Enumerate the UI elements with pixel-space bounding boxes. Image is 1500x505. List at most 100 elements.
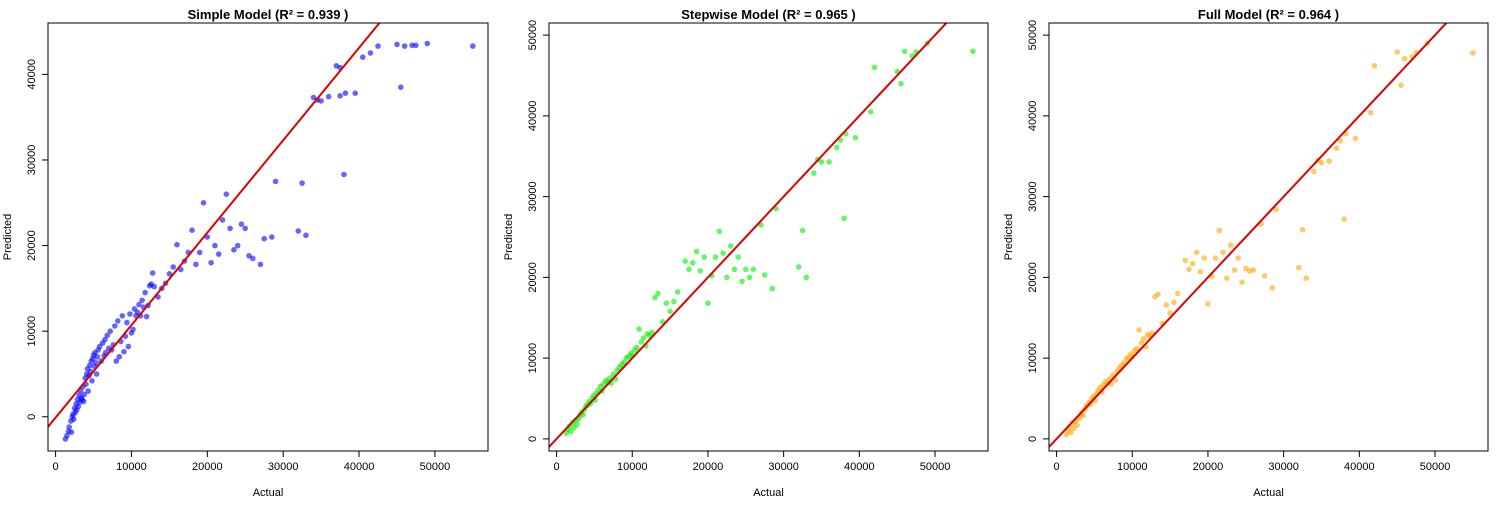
x-tick-label: 20000 bbox=[192, 461, 223, 473]
data-point bbox=[115, 318, 121, 324]
data-point bbox=[852, 134, 859, 141]
data-point bbox=[833, 144, 840, 151]
data-point bbox=[215, 251, 222, 257]
data-point bbox=[818, 159, 825, 165]
x-axis-label: Actual bbox=[753, 487, 784, 499]
data-point bbox=[337, 93, 343, 99]
data-point bbox=[640, 335, 647, 341]
data-point bbox=[731, 266, 738, 273]
data-point bbox=[413, 42, 419, 49]
data-point bbox=[1190, 260, 1196, 267]
data-point bbox=[1352, 135, 1359, 142]
x-tick-label: 30000 bbox=[1268, 461, 1299, 473]
data-point bbox=[1239, 279, 1245, 286]
data-point bbox=[318, 98, 324, 104]
data-point bbox=[367, 50, 374, 56]
data-point bbox=[1273, 206, 1279, 213]
x-tick-label: 20000 bbox=[1193, 461, 1224, 473]
data-point bbox=[166, 271, 173, 277]
data-point bbox=[761, 272, 768, 278]
y-axis-label: Predicted bbox=[1003, 214, 1015, 260]
data-point bbox=[735, 254, 741, 260]
data-point bbox=[219, 217, 226, 223]
data-point bbox=[1303, 275, 1310, 282]
data-point bbox=[170, 264, 176, 270]
data-point bbox=[242, 225, 248, 232]
data-point bbox=[107, 328, 113, 335]
data-point bbox=[1337, 138, 1344, 144]
data-point bbox=[125, 343, 132, 350]
data-point bbox=[649, 329, 655, 336]
data-point bbox=[102, 336, 108, 343]
data-point bbox=[674, 289, 681, 295]
data-point bbox=[136, 301, 142, 308]
y-tick-label: 10000 bbox=[26, 316, 38, 347]
x-tick-label: 30000 bbox=[768, 461, 799, 473]
data-point bbox=[1205, 301, 1211, 307]
data-point bbox=[682, 258, 688, 265]
data-point bbox=[1261, 273, 1268, 279]
data-point bbox=[750, 266, 757, 273]
data-point bbox=[1171, 299, 1177, 306]
data-point bbox=[712, 254, 719, 260]
data-point bbox=[655, 290, 661, 297]
x-tick-label: 0 bbox=[554, 461, 560, 473]
data-point bbox=[299, 180, 305, 186]
data-point bbox=[1155, 291, 1161, 298]
x-tick-label: 40000 bbox=[1344, 461, 1375, 473]
data-point bbox=[636, 326, 642, 332]
data-point bbox=[1367, 109, 1374, 116]
data-point bbox=[568, 428, 574, 435]
reference-line bbox=[549, 23, 948, 448]
plot-frame bbox=[548, 22, 989, 452]
data-point bbox=[1080, 412, 1086, 419]
data-point bbox=[746, 274, 753, 281]
x-tick-label: 20000 bbox=[693, 461, 724, 473]
x-tick-label: 10000 bbox=[1117, 461, 1148, 473]
data-point bbox=[652, 294, 658, 301]
data-point bbox=[257, 261, 264, 268]
data-point bbox=[697, 268, 704, 274]
x-tick-label: 10000 bbox=[116, 461, 147, 473]
data-point bbox=[796, 264, 802, 270]
data-point bbox=[1193, 249, 1200, 256]
data-point bbox=[1163, 302, 1170, 308]
y-axis-label: Predicted bbox=[2, 214, 14, 260]
data-point bbox=[716, 228, 723, 235]
data-point bbox=[1231, 267, 1238, 273]
scatter-points bbox=[563, 40, 976, 437]
reference-line bbox=[48, 23, 381, 428]
chart-title: Simple Model (R² = 0.939 ) bbox=[188, 7, 349, 22]
data-point bbox=[727, 243, 734, 249]
chart-panel-1: Simple Model (R² = 0.939 ) 0 10000 20000 300… bbox=[2, 7, 489, 499]
x-tick-label: 40000 bbox=[344, 461, 375, 473]
data-point bbox=[375, 43, 381, 49]
data-point bbox=[119, 313, 126, 319]
data-point bbox=[401, 43, 408, 49]
data-point bbox=[238, 221, 245, 227]
x-tick-label: 40000 bbox=[844, 461, 875, 473]
data-point bbox=[398, 84, 404, 90]
data-point bbox=[71, 416, 77, 423]
data-point bbox=[769, 285, 776, 292]
data-point bbox=[686, 266, 692, 273]
data-point bbox=[871, 64, 878, 71]
data-point bbox=[898, 80, 904, 87]
y-axis-label: Predicted bbox=[503, 214, 515, 260]
data-point bbox=[200, 200, 207, 206]
y-tick-label: 30000 bbox=[26, 145, 38, 176]
y-tick-label: 20000 bbox=[26, 230, 38, 261]
y-tick-label: 40000 bbox=[1027, 101, 1039, 132]
y-tick-label: 0 bbox=[527, 436, 539, 442]
data-point bbox=[303, 232, 309, 239]
data-point bbox=[841, 215, 847, 222]
data-point bbox=[811, 170, 817, 176]
data-point bbox=[89, 378, 95, 384]
data-point bbox=[394, 41, 400, 48]
x-axis-label: Actual bbox=[253, 487, 284, 499]
data-point bbox=[116, 354, 123, 360]
data-point bbox=[1174, 290, 1181, 297]
data-point bbox=[1401, 55, 1408, 62]
data-point bbox=[151, 283, 157, 290]
y-tick-label: 10000 bbox=[1027, 343, 1039, 374]
